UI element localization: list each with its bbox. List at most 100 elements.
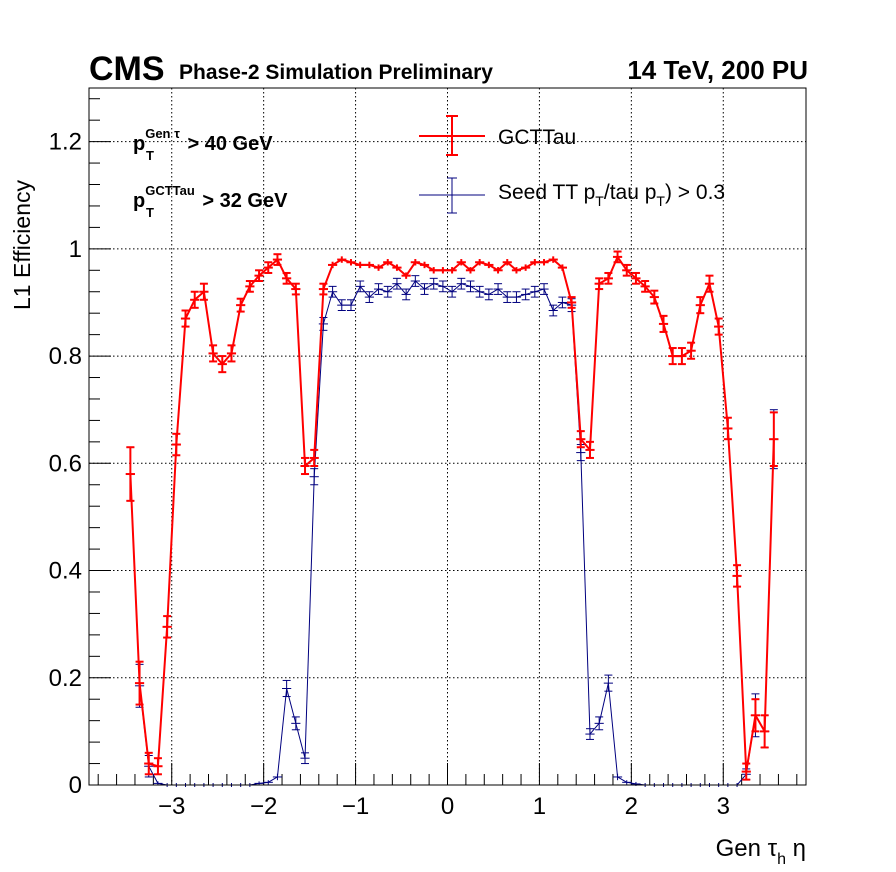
seed-point [539,283,549,295]
cut-gen-tau-sub: T [146,148,154,163]
seed-point [456,277,466,290]
gcttau-point [548,256,558,263]
gcttau-point [714,317,724,336]
legend-seed-part1: Seed TT p [498,181,595,204]
series-gcttau [125,250,779,781]
x-tick-label: −3 [158,793,185,820]
x-tick-label: 3 [717,793,730,820]
gcttau-point [263,261,273,274]
gcttau-point [383,259,393,266]
seed-point [291,716,301,731]
seed-point [548,304,558,317]
seed-point [465,280,476,293]
seed-point [355,280,365,293]
seed-point [530,285,540,298]
legend-seed-sub1: T [595,193,604,209]
seed-point [475,285,485,298]
gcttau-point [640,280,650,293]
gcttau-point [631,271,641,285]
seed-point [502,291,512,303]
gcttau-point [236,297,246,313]
seed-point [419,283,430,295]
y-tick-label: 0.4 [49,558,82,585]
gcttau-point [585,440,595,459]
gcttau-point [162,615,172,639]
y-tick-label: 1 [69,236,82,263]
gcttau-point [190,290,200,309]
seed-point [346,299,356,312]
gcttau-point [484,261,494,269]
seed-point [337,299,347,312]
x-axis-label-sub: h [777,851,786,868]
seed-point [438,280,448,293]
gcttau-point [337,256,347,263]
seed-point [511,291,522,303]
gcttau-point [465,267,476,274]
seed-point [612,773,623,781]
gcttau-point [364,261,374,269]
x-axis-label-b: η [786,835,806,862]
gcttau-point [686,341,696,360]
seed-point [272,773,283,781]
gcttau-point [245,280,255,293]
gcttau-point [328,261,338,269]
gcttau-point [355,261,365,269]
seed-point [383,285,393,298]
gcttau-point [153,757,163,776]
cut-gen-tau-pt: pGen τ > 40 GeV [133,126,273,155]
gcttau-point [750,698,761,733]
gcttau-point [530,259,540,266]
gcttau-point [704,274,715,293]
gcttau-point [291,282,301,296]
y-tick-label: 0 [69,772,82,799]
gcttau-point [741,762,751,781]
gcttau-point [373,264,384,271]
gcttau-point [539,259,549,266]
x-axis-label: Gen τh η [716,835,806,868]
gcttau-point [493,267,503,274]
cut-gcttau-rest: > 32 GeV [197,190,288,212]
gcttau-point [171,432,181,457]
gcttau-point [272,253,283,266]
gcttau-point [668,347,678,366]
gcttau-point [567,296,577,309]
seed-point [282,679,292,698]
legend-seed-part2: /tau p [604,181,657,204]
cut-gcttau-pt: pGCTTau > 32 GeV [133,183,288,212]
seed-point [594,716,604,731]
seed-point [309,468,319,486]
seed-point [603,674,613,692]
y-tick-label: 1.2 [49,129,82,156]
gcttau-point [217,355,227,374]
tick-layer: −3 −2 −1 0 1 2 3 0 0.2 0.4 0.6 0.8 1 1.2 [49,98,798,820]
seed-point [484,288,494,301]
x-tick-label: −1 [342,793,369,820]
gcttau-point [144,751,154,776]
y-tick-label: 0.8 [49,343,82,370]
gcttau-point [226,344,237,363]
y-tick-label: 0.6 [49,450,82,477]
legend: GCTTau Seed TT pT/tau pT) > 0.3 [419,115,725,214]
gcttau-point [125,446,135,502]
seed-point [373,283,384,295]
gcttau-point [429,267,439,274]
seed-point [364,291,374,303]
gcttau-point [199,282,209,301]
gcttau-point [576,430,586,449]
seed-point [429,277,439,290]
gcttau-point [300,456,310,476]
seed-point [300,752,310,765]
plot-frame [88,87,807,786]
gcttau-point [438,267,448,274]
cut-gen-tau-rest: > 40 GeV [182,133,273,155]
cut-gcttau-p: p [133,190,145,212]
seed-point [622,780,632,785]
gcttau-point [282,271,292,285]
gcttau-point [612,250,623,264]
gcttau-point [254,269,264,283]
gcttau-point [695,296,705,315]
gcttau-point [309,448,319,467]
gcttau-point [392,264,402,271]
legend-marker-gcttau [419,115,485,156]
gcttau-point [511,267,522,274]
